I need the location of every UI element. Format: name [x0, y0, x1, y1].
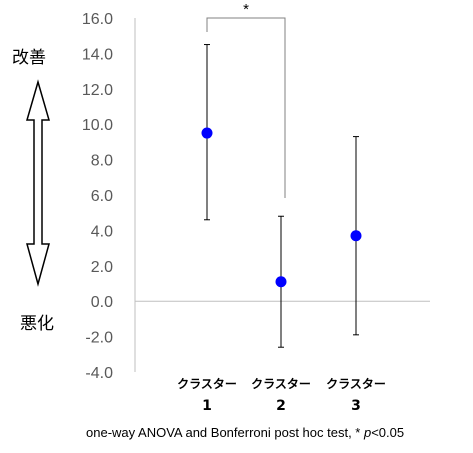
deterioration-label: 悪化: [20, 314, 54, 334]
footnote: one-way ANOVA and Bonferroni post hoc te…: [86, 425, 404, 440]
double-arrow-icon: [26, 79, 50, 287]
y-tick-label: 10.0: [82, 117, 113, 134]
y-tick-label: 16.0: [82, 11, 113, 28]
y-tick-label: -4.0: [85, 365, 113, 382]
y-tick-label: 0.0: [91, 294, 113, 311]
category-label-line2: 3: [351, 398, 361, 414]
footnote-threshold: <0.05: [371, 425, 404, 440]
y-tick-label: 2.0: [91, 259, 113, 276]
y-tick-label: 6.0: [91, 188, 113, 205]
mean-point: [275, 276, 287, 288]
y-tick-label: 4.0: [91, 223, 113, 240]
data-points: [201, 127, 362, 288]
category-label-line2: 1: [202, 398, 212, 414]
category-label-line1: クラスター: [251, 377, 311, 391]
category-label-line1: クラスター: [177, 377, 237, 391]
y-tick-label: 14.0: [82, 46, 113, 63]
error-bars: [204, 44, 359, 348]
y-tick-label: 8.0: [91, 153, 113, 170]
y-tick-labels: 16.0 14.0 12.0 10.0 8.0 6.0 4.0 2.0 0.0 -2.0 -4.0: [82, 11, 113, 382]
improvement-label: 改善: [12, 48, 46, 68]
y-tick-label: 12.0: [82, 82, 113, 99]
footnote-text: one-way ANOVA and Bonferroni post hoc te…: [86, 425, 360, 440]
category-labels: クラスター 1 クラスター 2 クラスター 3: [177, 377, 386, 414]
mean-point: [201, 127, 213, 139]
footnote-p: p: [363, 425, 371, 440]
significance-asterisk: *: [243, 1, 249, 18]
category-label-line1: クラスター: [326, 377, 386, 391]
mean-point: [350, 230, 362, 242]
y-tick-label: -2.0: [85, 330, 113, 347]
significance-bracket: [206, 17, 286, 198]
category-label-line2: 2: [276, 398, 286, 414]
